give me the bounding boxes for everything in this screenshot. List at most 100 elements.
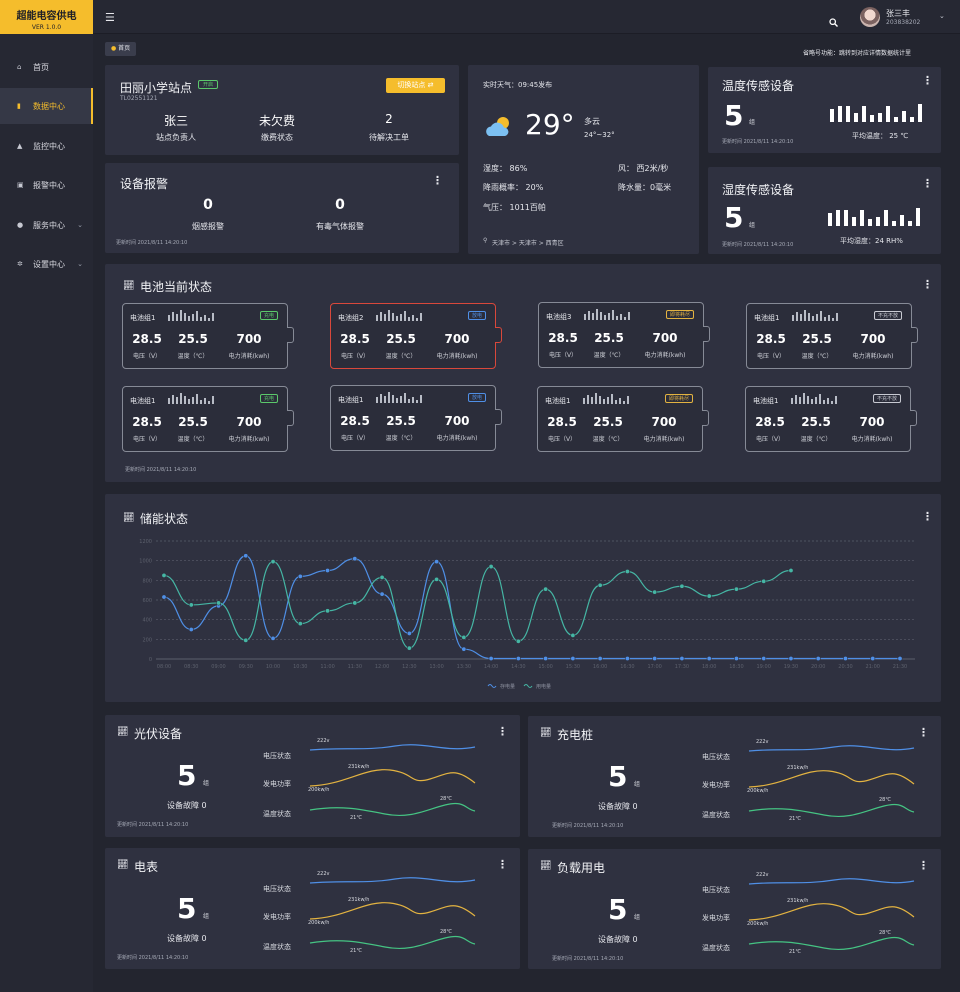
data-point (761, 656, 767, 662)
battery-group-name: 电池组1 (754, 314, 780, 322)
x-tick-label: 10:00 (266, 664, 280, 670)
battery-level-bars (168, 310, 214, 321)
power-status-label: 发电功率 (263, 913, 291, 921)
sidebar-item-data[interactable]: ▮ 数据中心 (0, 88, 93, 124)
battery-group-card[interactable]: 电池组1 即将耗尽 28.5 25.5 700 电压（V） 温度（℃） 电力消耗(kwh) (537, 386, 709, 452)
battery-status-card: 📈︎ 电池当前状态 ⋮ 电池组1 充电 28.5 25.5 700 电压（V） 温度（℃）电… (105, 264, 941, 482)
battery-group-card[interactable]: 电池组1 不充不放 28.5 25.5 700 电压（V） 温度（℃） 电力消耗(kwh) (746, 303, 918, 369)
battery-group-card[interactable]: 电池组1 充电 28.5 25.5 700 电压（V） 温度（℃） 电力消耗(kwh) (122, 386, 294, 452)
hum-sensor-average: 平均湿度：24 RH% (840, 237, 903, 245)
battery-group-card[interactable]: 电池组3 即将耗尽 28.5 25.5 700 电压（V） 温度（℃） 电力消耗(kwh) (538, 302, 710, 368)
more-icon[interactable]: ⋮ (497, 858, 508, 871)
sidebar-item-alarm[interactable]: ▣ 报警中心 (0, 167, 93, 203)
data-point (815, 656, 821, 662)
temperature-value-low: 21℃ (350, 948, 362, 954)
battery-level-bar (603, 399, 605, 404)
app-logo[interactable]: 超能电容供电 VER 1.0.0 (0, 0, 93, 34)
more-icon[interactable]: ⋮ (918, 859, 929, 872)
battery-level-bar (600, 312, 602, 320)
battery-status-badge: 不充不放 (873, 311, 902, 320)
more-icon[interactable]: ⋮ (918, 726, 929, 739)
power-label: 电力消耗(kwh) (852, 353, 894, 360)
more-icon[interactable]: ⋮ (922, 177, 933, 190)
battery-level-bar (192, 314, 194, 321)
device-unit: 组 (634, 914, 641, 921)
battery-level-bars (168, 393, 214, 404)
temp-bar (862, 105, 866, 122)
battery-status-badge: 充电 (259, 311, 278, 320)
battery-temperature: 25.5 (178, 332, 208, 346)
search-icon[interactable] (829, 12, 838, 27)
battery-level-bar (420, 313, 422, 321)
battery-status-badge: 不充不放 (872, 394, 901, 403)
more-icon[interactable]: ⋮ (497, 725, 508, 738)
station-manager-value: 张三 (163, 114, 188, 128)
sidebar-item-monitor[interactable]: ▲ 监控中心 (0, 128, 93, 164)
device-title: 光伏设备 (134, 727, 183, 741)
sidebar-item-settings[interactable]: ✲ 设置中心 ⌄ (0, 246, 93, 282)
data-point (216, 600, 222, 606)
battery-temperature: 25.5 (178, 415, 208, 429)
x-tick-label: 11:30 (348, 664, 362, 670)
x-tick-label: 09:00 (211, 664, 225, 670)
battery-level-bar (835, 396, 837, 404)
more-icon[interactable]: ⋮ (922, 74, 933, 87)
voltage-sparkline (309, 744, 476, 751)
battery-level-bar (792, 315, 794, 321)
battery-level-bar (212, 313, 214, 321)
more-icon[interactable]: ⋮ (922, 278, 933, 291)
voltage-label: 电压（V） (340, 353, 370, 360)
more-icon[interactable]: ⋮ (922, 510, 933, 523)
breadcrumb[interactable]: ● 首页 (105, 42, 137, 56)
x-tick-label: 17:30 (675, 664, 689, 670)
temperature-value-low: 21℃ (789, 949, 801, 955)
device-title: 充电桩 (557, 728, 594, 742)
data-point (597, 656, 603, 662)
battery-level-bar (172, 395, 174, 404)
temperature-value: 28℃ (879, 797, 891, 803)
chevron-down-icon[interactable]: ⌄ (939, 12, 945, 20)
weather-location: 天津市 > 天津市 > 西青区 (492, 240, 564, 247)
battery-level-bar (583, 398, 585, 404)
power-status-label: 发电功率 (263, 780, 291, 788)
legend-label: 存电量 (500, 683, 515, 690)
temp-bar (846, 105, 850, 122)
temp-bar (870, 114, 874, 122)
battery-level-bar (624, 317, 626, 320)
battery-level-bar (608, 313, 610, 320)
humidity-bar (876, 217, 880, 226)
more-icon[interactable]: ⋮ (432, 174, 443, 187)
x-tick-label: 18:00 (702, 664, 716, 670)
power-sparkline (309, 902, 476, 920)
menu-toggle-icon[interactable]: ☰ (105, 11, 115, 24)
station-code: TL02551121 (120, 95, 158, 102)
sidebar-item-home[interactable]: ⌂ 首页 (0, 49, 93, 85)
temperature-label: 温度（℃） (177, 353, 209, 360)
battery-level-bar (824, 317, 826, 321)
avatar[interactable] (860, 7, 880, 27)
battery-group-card[interactable]: 电池组1 充电 28.5 25.5 700 电压（V） 温度（℃） 电力消耗(kwh) (122, 303, 294, 369)
weather-rain-probability: 降雨概率： 20% (483, 183, 544, 192)
battery-level-bar (208, 318, 210, 321)
data-point (597, 582, 603, 588)
user-name[interactable]: 张三丰 (886, 9, 910, 18)
battery-level-bar (827, 398, 829, 404)
battery-level-bar (200, 400, 202, 404)
temp-sensor-bars (830, 104, 930, 122)
power-status-label: 发电功率 (702, 781, 730, 789)
temperature-status-label: 温度状态 (702, 811, 730, 819)
x-tick-label: 19:30 (784, 664, 798, 670)
weather-wind: 风： 西2米/秒 (618, 164, 669, 173)
sidebar-item-service[interactable]: ● 服务中心 ⌄ (0, 207, 93, 243)
data-point (624, 656, 630, 662)
battery-group-card[interactable]: 电池组1 放电 28.5 25.5 700 电压（V） 温度（℃） 电力消耗(kwh) (330, 385, 502, 451)
battery-group-card[interactable]: 电池组1 不充不放 28.5 25.5 700 电压（V） 温度（℃） 电力消耗(kwh) (745, 386, 917, 452)
battery-level-bar (384, 314, 386, 321)
switch-station-button[interactable]: 切换站点 ⇄ (386, 78, 445, 93)
temperature-sparkline (309, 935, 476, 950)
device-count: 5 (608, 760, 628, 793)
data-point (515, 638, 521, 644)
battery-group-card[interactable]: 电池组2 放电 28.5 25.5 700 电压（V） 温度（℃） 电力消耗(kwh) (330, 303, 502, 369)
battery-level-bar (611, 394, 613, 404)
x-tick-label: 10:30 (293, 664, 307, 670)
